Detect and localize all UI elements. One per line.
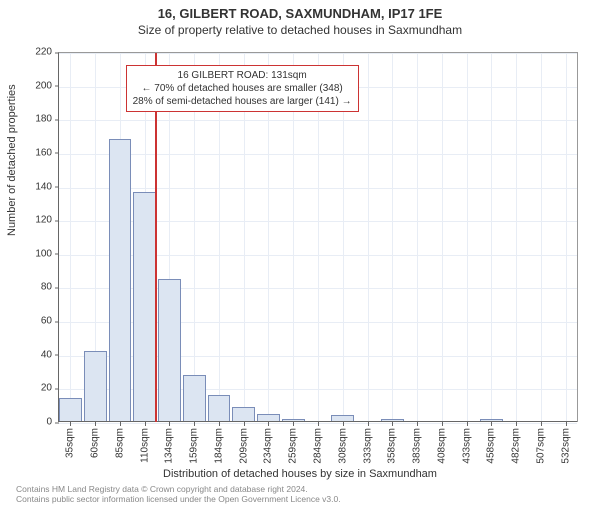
x-tick-label: 433sqm [461, 428, 472, 464]
x-tick-label: 408sqm [436, 428, 447, 464]
x-tick-label: 482sqm [511, 428, 522, 464]
x-tick-label: 358sqm [387, 428, 398, 464]
histogram-bar [84, 351, 107, 422]
info-box: 16 GILBERT ROAD: 131sqm← 70% of detached… [126, 65, 359, 112]
x-tick-label: 308sqm [337, 428, 348, 464]
histogram-bar [158, 279, 181, 422]
y-tick-label: 200 [35, 80, 58, 91]
x-tick-label: 458sqm [486, 428, 497, 464]
x-axis-label: Distribution of detached houses by size … [0, 468, 600, 480]
footer-line-2: Contains public sector information licen… [16, 494, 341, 504]
x-tick-label: 209sqm [238, 428, 249, 464]
histogram-bar [59, 398, 82, 422]
info-box-line: 16 GILBERT ROAD: 131sqm [133, 69, 352, 82]
chart-subtitle: Size of property relative to detached ho… [0, 23, 600, 37]
x-tick-label: 110sqm [139, 428, 150, 463]
info-box-line: 28% of semi-detached houses are larger (… [133, 95, 352, 108]
y-tick-label: 220 [35, 47, 58, 58]
y-tick-label: 0 [46, 417, 58, 428]
y-tick-label: 120 [35, 215, 58, 226]
chart-title: 16, GILBERT ROAD, SAXMUNDHAM, IP17 1FE [0, 6, 600, 21]
x-tick-label: 35sqm [65, 428, 76, 458]
y-tick-label: 20 [41, 383, 58, 394]
y-tick-label: 60 [41, 316, 58, 327]
y-axis [58, 53, 59, 422]
histogram-bar [183, 375, 206, 422]
x-tick-label: 532sqm [560, 428, 571, 464]
histogram-bar [109, 139, 132, 422]
info-box-line: ← 70% of detached houses are smaller (34… [133, 82, 352, 95]
footer-line-1: Contains HM Land Registry data © Crown c… [16, 484, 341, 494]
x-tick-label: 60sqm [90, 428, 101, 458]
histogram-bar [208, 395, 231, 422]
plot-area: 16 GILBERT ROAD: 131sqm← 70% of detached… [58, 52, 578, 422]
x-tick-label: 85sqm [114, 428, 125, 458]
y-tick-label: 40 [41, 349, 58, 360]
x-tick-label: 284sqm [313, 428, 324, 464]
x-tick-label: 184sqm [213, 428, 224, 464]
histogram-bar [133, 192, 156, 422]
y-axis-label: Number of detached properties [6, 84, 18, 236]
y-tick-label: 140 [35, 181, 58, 192]
x-tick-label: 333sqm [362, 428, 373, 464]
x-tick-label: 159sqm [189, 428, 200, 464]
x-tick-label: 259sqm [288, 428, 299, 464]
footer-attribution: Contains HM Land Registry data © Crown c… [16, 484, 341, 504]
histogram-bar [232, 407, 255, 422]
x-tick-label: 507sqm [535, 428, 546, 464]
y-tick-label: 160 [35, 147, 58, 158]
y-tick-label: 80 [41, 282, 58, 293]
y-tick-label: 180 [35, 114, 58, 125]
x-tick-label: 234sqm [263, 428, 274, 464]
y-tick-label: 100 [35, 248, 58, 259]
x-tick-label: 134sqm [164, 428, 175, 464]
x-tick-label: 383sqm [412, 428, 423, 464]
